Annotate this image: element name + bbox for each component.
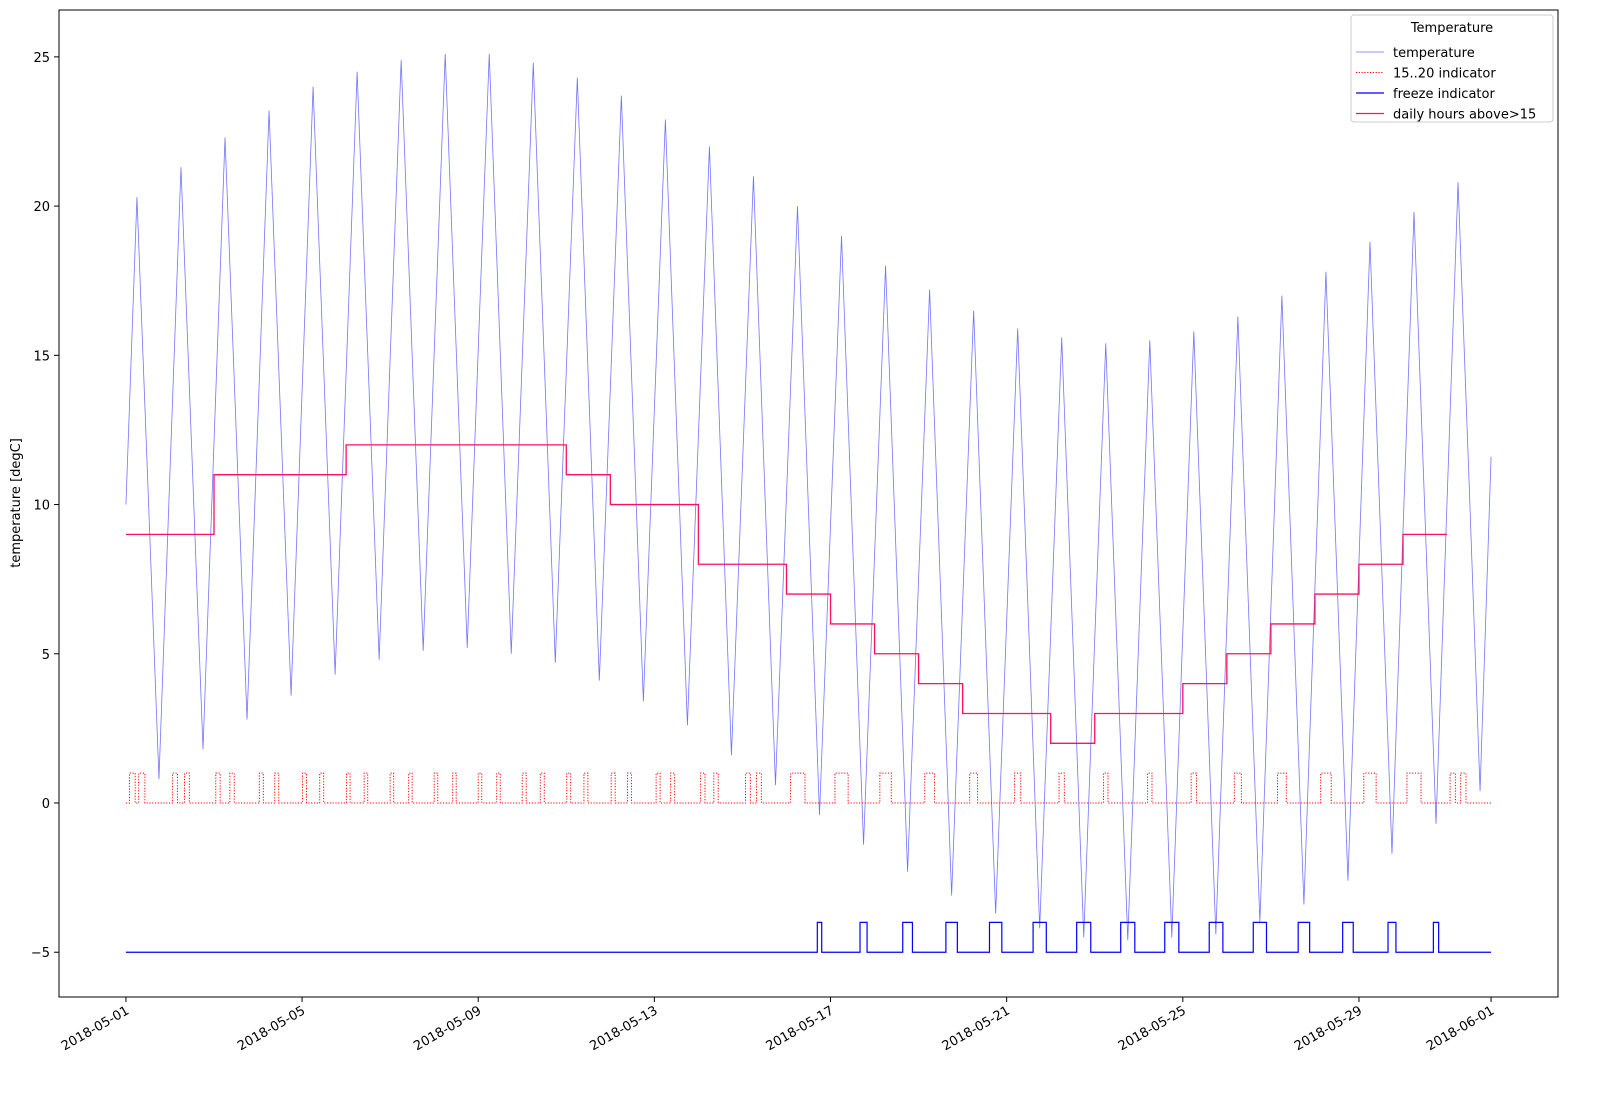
y-tick-label: 20 [33, 200, 50, 215]
x-tick-label: 2018-05-05 [235, 1003, 308, 1054]
y-axis-label: temperature [degC] [9, 438, 24, 568]
y-tick-label: 25 [33, 51, 50, 66]
x-tick-label: 2018-06-01 [1424, 1003, 1497, 1054]
x-tick-label: 2018-05-09 [411, 1003, 484, 1054]
legend-label: daily hours above>15 [1393, 108, 1536, 123]
y-tick-label: 10 [33, 499, 50, 514]
series-line [125, 772, 1492, 804]
x-tick-label: 2018-05-21 [940, 1003, 1013, 1054]
legend-title: Temperature [1410, 21, 1493, 36]
y-tick-label: −5 [31, 946, 50, 961]
x-tick-label: 2018-05-25 [1116, 1003, 1189, 1054]
x-tick-label: 2018-05-13 [587, 1003, 660, 1054]
plot-frame [58, 9, 1559, 998]
y-tick-label: 5 [42, 648, 50, 663]
series-line [125, 444, 1448, 744]
legend-label: freeze indicator [1393, 87, 1495, 102]
x-tick-label: 2018-05-29 [1292, 1003, 1365, 1054]
y-tick-label: 15 [33, 349, 50, 364]
series-line [125, 53, 1492, 941]
legend-label: temperature [1393, 46, 1475, 61]
legend-box [1350, 14, 1554, 123]
x-tick-label: 2018-05-17 [764, 1003, 837, 1054]
series-line [125, 921, 1492, 953]
x-tick-label: 2018-05-01 [59, 1003, 132, 1054]
y-tick-label: 0 [42, 797, 50, 812]
legend-label: 15..20 indicator [1393, 67, 1496, 82]
